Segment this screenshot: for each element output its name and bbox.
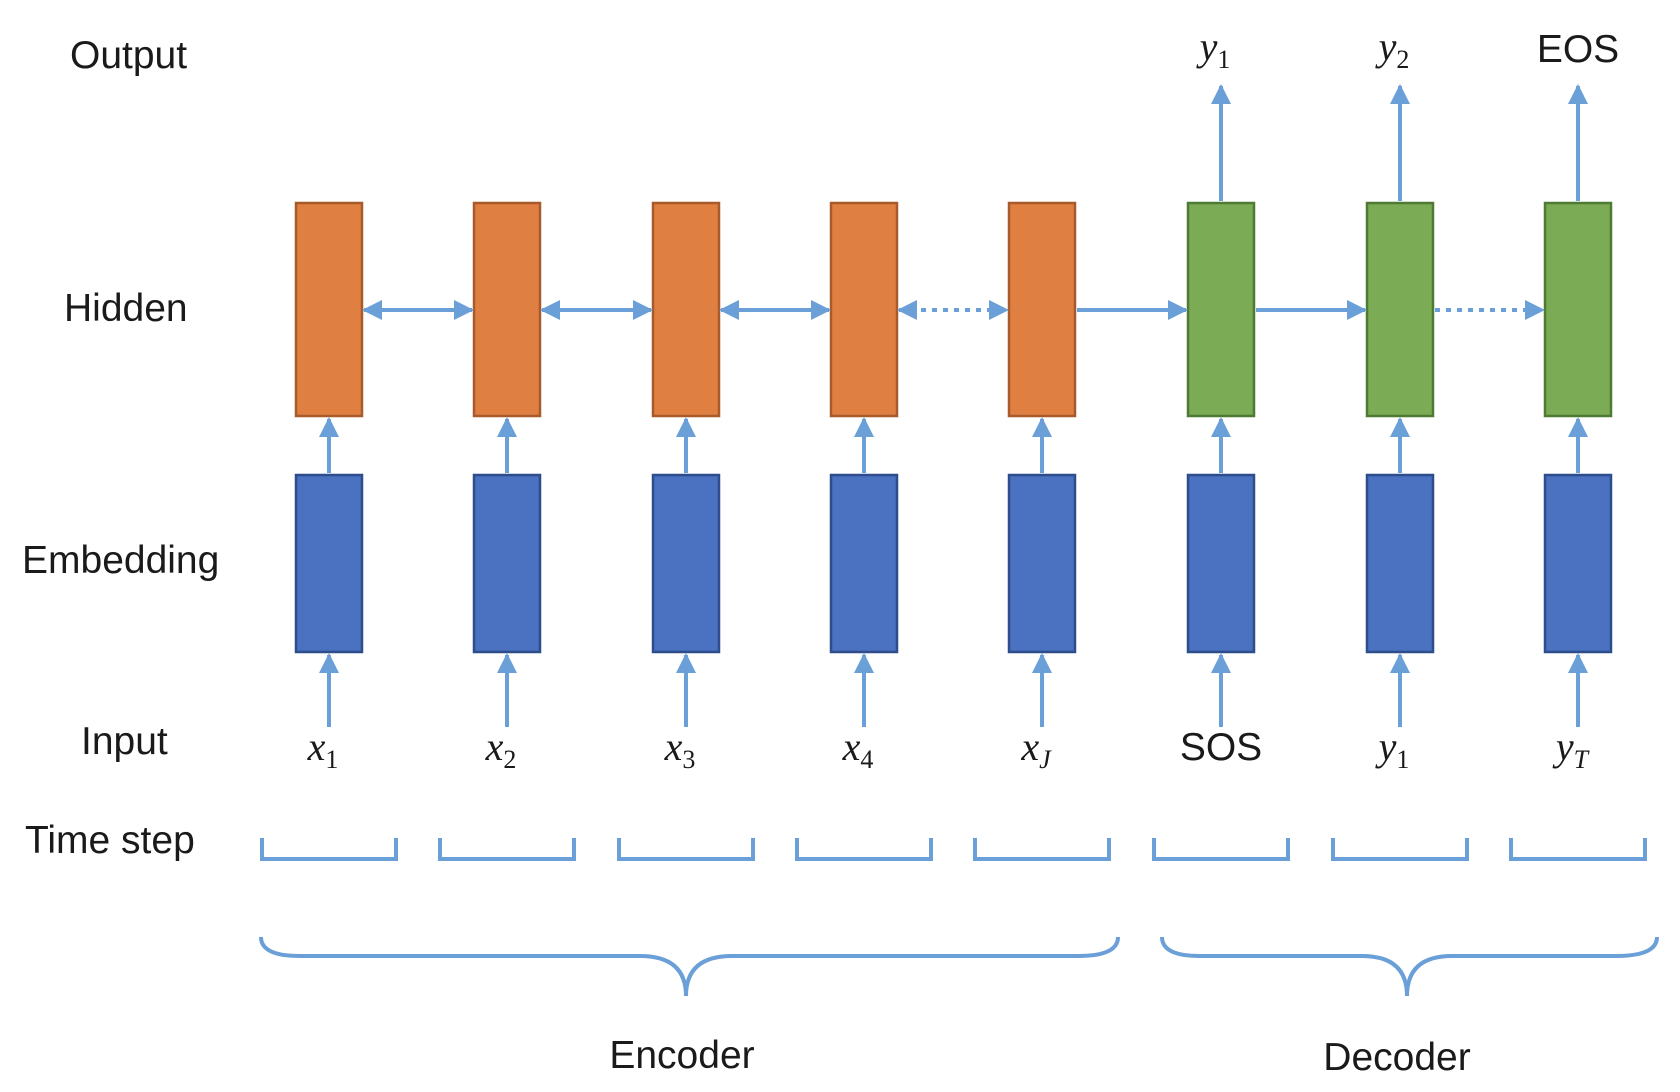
input-token-subscript: 1	[1396, 745, 1409, 774]
decoder-hidden-box	[1543, 201, 1613, 418]
embedding-box	[1186, 473, 1256, 654]
input-token: xJ	[1020, 724, 1052, 774]
row-label-embedding: Embedding	[22, 539, 219, 582]
time-step-bracket	[438, 838, 576, 861]
embedding-box	[1543, 473, 1613, 654]
time-step-bracket	[795, 838, 933, 861]
decoder-hidden-box	[1186, 201, 1256, 418]
embedding-box	[472, 473, 542, 654]
input-token-subscript: J	[1039, 745, 1052, 774]
embedding-box	[1365, 473, 1435, 654]
input-token-subscript: T	[1574, 745, 1590, 774]
encoder-hidden-box	[651, 201, 721, 418]
timestep-column: x3	[617, 201, 755, 861]
embedding-box	[651, 473, 721, 654]
timestep-column: x2	[438, 201, 576, 861]
timestep-column: x4	[795, 201, 933, 861]
time-step-bracket	[1152, 838, 1290, 861]
embedding-box	[294, 473, 364, 654]
input-token-base: x	[842, 724, 861, 769]
encoder-hidden-box	[1007, 201, 1077, 418]
decoder-hidden-box	[1365, 201, 1435, 418]
encoder-brace	[259, 936, 1120, 997]
output-token: y1	[1196, 24, 1231, 74]
timestep-column: yT EOS	[1509, 28, 1647, 861]
input-token-subscript: 3	[682, 745, 695, 774]
time-step-bracket	[973, 838, 1111, 861]
decoder-brace	[1160, 936, 1659, 997]
output-token: y2	[1375, 24, 1410, 74]
group-label-encoder: Encoder	[609, 1034, 754, 1077]
input-token: y1	[1375, 724, 1410, 774]
time-step-bracket	[617, 838, 755, 861]
encoder-hidden-box	[472, 201, 542, 418]
time-step-bracket	[1509, 838, 1647, 861]
output-token-subscript: 2	[1396, 45, 1409, 74]
input-token: yT	[1552, 724, 1590, 774]
input-token-base: y	[1552, 724, 1574, 769]
embedding-box	[829, 473, 899, 654]
output-token: EOS	[1537, 28, 1619, 71]
encoder-hidden-box	[829, 201, 899, 418]
output-token-subscript: 1	[1217, 45, 1230, 74]
time-step-bracket	[260, 838, 398, 861]
input-token-subscript: 2	[503, 745, 516, 774]
time-step-bracket	[1331, 838, 1469, 861]
input-token-base: x	[664, 724, 683, 769]
input-token-base: x	[485, 724, 504, 769]
input-token: x1	[307, 724, 339, 774]
row-label-output: Output	[70, 34, 187, 77]
row-label-time-step: Time step	[25, 819, 195, 862]
output-token-base: y	[1375, 24, 1397, 69]
input-token: SOS	[1180, 726, 1262, 769]
input-token: x2	[485, 724, 517, 774]
embedding-box	[1007, 473, 1077, 654]
output-token-base: y	[1196, 24, 1218, 69]
input-token-subscript: 1	[325, 745, 338, 774]
input-token-subscript: 4	[860, 745, 873, 774]
group-label-decoder: Decoder	[1323, 1036, 1470, 1079]
row-label-input: Input	[81, 720, 168, 763]
row-label-hidden: Hidden	[64, 287, 188, 330]
timestep-column: SOS y1	[1152, 24, 1290, 861]
timestep-column: x1	[260, 201, 398, 861]
input-token: x3	[664, 724, 696, 774]
encoder-hidden-box	[294, 201, 364, 418]
input-token-base: x	[1020, 724, 1039, 769]
input-token-base: y	[1375, 724, 1397, 769]
input-token: x4	[842, 724, 874, 774]
timestep-column: xJ	[973, 201, 1111, 861]
input-token-base: x	[307, 724, 326, 769]
